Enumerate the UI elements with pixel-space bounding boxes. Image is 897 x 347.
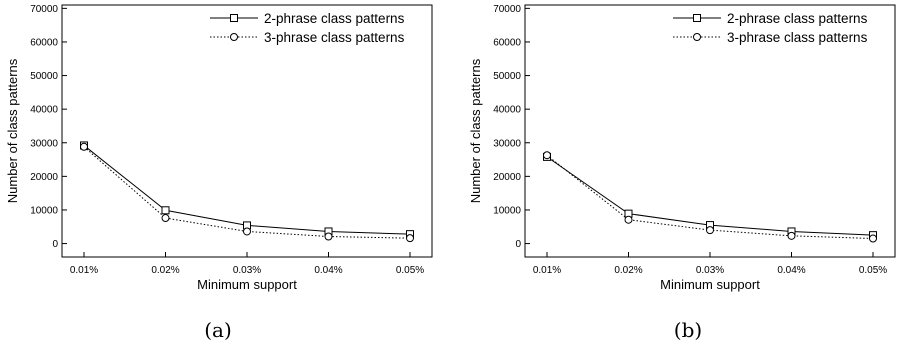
legend-square-marker xyxy=(693,14,701,22)
y-tick-label: 60000 xyxy=(493,37,521,48)
y-tick-label: 20000 xyxy=(30,172,58,183)
square-marker xyxy=(161,206,170,215)
y-tick-label: 70000 xyxy=(493,4,521,15)
legend-circle-marker xyxy=(693,33,701,41)
chart-panel-0: 0 10000 20000 30000 40000 50000 60000 70000 0.01… xyxy=(5,4,433,342)
x-tick-label: 0.03% xyxy=(233,265,261,276)
y-tick-label: 10000 xyxy=(30,205,58,216)
y-tick-label: 70000 xyxy=(30,4,58,15)
y-tick-label: 30000 xyxy=(30,138,58,149)
y-tick-label: 30000 xyxy=(493,138,521,149)
x-tick-label: 0.05% xyxy=(859,265,887,276)
y-tick-label: 40000 xyxy=(493,105,521,116)
y-tick-label: 20000 xyxy=(493,172,521,183)
x-tick-label: 0.02% xyxy=(614,265,642,276)
legend-circle-marker xyxy=(230,33,238,41)
chart-panel-1: 0 10000 20000 30000 40000 50000 60000 70000 0.01… xyxy=(468,4,896,342)
legend-label-1: 3-phrase class patterns xyxy=(264,30,405,45)
circle-marker xyxy=(543,151,551,160)
circle-marker xyxy=(243,227,251,236)
y-axis-title: Number of class patterns xyxy=(468,58,483,203)
circle-marker xyxy=(324,232,333,241)
x-tick-label: 0.01% xyxy=(533,265,561,276)
y-tick-label: 60000 xyxy=(30,37,58,48)
circle-marker xyxy=(869,234,877,243)
circle-marker xyxy=(706,226,714,235)
series-line-0 xyxy=(83,145,411,235)
circle-marker xyxy=(787,231,796,240)
legend: 2-phrase class patterns 3-phrase class pa… xyxy=(210,11,405,45)
circle-marker xyxy=(624,215,633,224)
x-tick-label: 0.04% xyxy=(777,265,805,276)
y-tick-label: 10000 xyxy=(493,205,521,216)
circle-marker xyxy=(80,142,88,151)
x-axis-title: Minimum support xyxy=(197,277,297,292)
circle-marker xyxy=(406,234,414,243)
legend-label-0: 2-phrase class patterns xyxy=(727,11,868,26)
y-tick-label: 50000 xyxy=(493,71,521,82)
legend: 2-phrase class patterns 3-phrase class pa… xyxy=(673,11,868,45)
legend-label-0: 2-phrase class patterns xyxy=(264,11,405,26)
legend-square-marker xyxy=(230,14,238,22)
legend-label-1: 3-phrase class patterns xyxy=(727,30,868,45)
x-axis-title: Minimum support xyxy=(660,277,760,292)
panel-caption: (a) xyxy=(204,318,232,342)
x-tick-label: 0.04% xyxy=(314,265,342,276)
x-tick-label: 0.01% xyxy=(70,265,98,276)
y-tick-label: 50000 xyxy=(30,71,58,82)
y-tick-label: 40000 xyxy=(30,105,58,116)
y-axis-title: Number of class patterns xyxy=(5,58,20,203)
x-tick-label: 0.05% xyxy=(396,265,424,276)
x-tick-label: 0.02% xyxy=(151,265,179,276)
panel-caption: (b) xyxy=(674,318,702,342)
circle-marker xyxy=(161,214,170,223)
y-tick-label: 0 xyxy=(52,239,58,250)
y-tick-label: 0 xyxy=(515,239,521,250)
x-tick-label: 0.03% xyxy=(696,265,724,276)
